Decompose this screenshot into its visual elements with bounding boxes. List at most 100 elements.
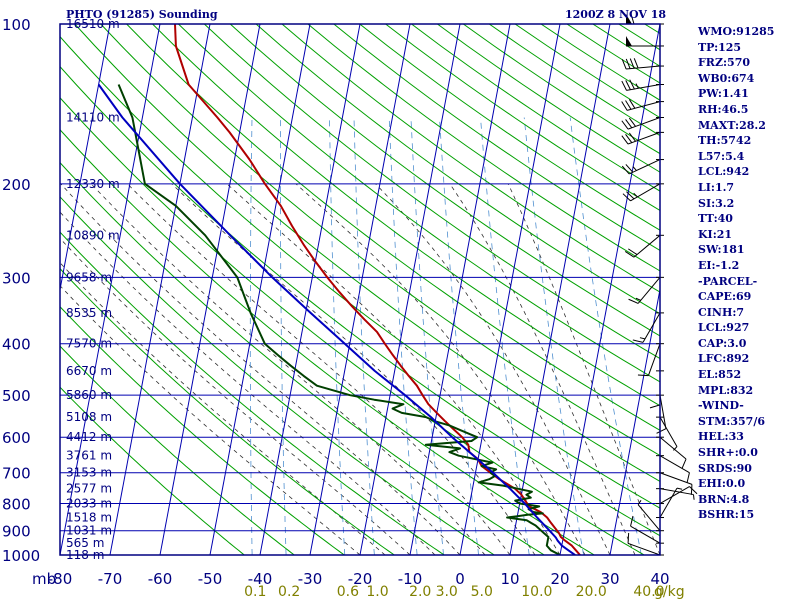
wind-barb-flag bbox=[689, 486, 698, 495]
stability-index: LI:1.7 bbox=[698, 180, 735, 194]
stability-index: EI:-1.2 bbox=[698, 258, 740, 272]
dry-adiabat-line bbox=[281, 24, 660, 293]
temperature-tick-label: -30 bbox=[298, 570, 323, 588]
stability-index: STM:357/6 bbox=[698, 414, 765, 428]
wind-barb-flag bbox=[629, 79, 635, 90]
isobars bbox=[60, 24, 660, 555]
moist-adiabat-line bbox=[226, 183, 561, 555]
mixing-ratio-tick-label: 1.0 bbox=[366, 584, 388, 600]
wind-barb bbox=[659, 455, 690, 474]
wind-barb bbox=[627, 542, 661, 556]
dry-adiabat-line bbox=[60, 305, 345, 555]
height-label: 2033 m bbox=[66, 497, 112, 511]
wind-barb-flag bbox=[686, 472, 690, 483]
stability-index: SI:3.2 bbox=[698, 196, 735, 210]
wind-barb bbox=[659, 395, 667, 429]
stability-index: HEL:33 bbox=[698, 430, 744, 444]
stability-index: SHR+:0.0 bbox=[698, 446, 758, 460]
isotherm-line bbox=[209, 24, 311, 555]
wind-barb-flag bbox=[627, 532, 630, 544]
wind-barb-flag bbox=[690, 484, 693, 495]
mixing-ratio-tick-label: 20.0 bbox=[576, 584, 607, 600]
wind-barb bbox=[626, 84, 661, 91]
wind-barb-flag bbox=[622, 193, 631, 202]
temperature-tick-label: -10 bbox=[398, 570, 423, 588]
wind-barb bbox=[627, 117, 661, 130]
dry-adiabat-line bbox=[152, 24, 660, 407]
wind-barb-flag bbox=[628, 117, 636, 127]
temperature-tick-label: -20 bbox=[348, 570, 373, 588]
wind-barb-flag bbox=[649, 404, 661, 409]
mixing-ratio-tick-label: 10.0 bbox=[521, 584, 552, 600]
temperature-labels: mb-80 -70 -60 -50 -40 -30 -20 -10 0 10 20 30 40 bbox=[32, 570, 670, 588]
wind-barb-flag bbox=[625, 164, 634, 173]
sounding-datetime: 1200Z 8 NOV 18 bbox=[565, 8, 667, 21]
mixing-ratio-tick-label: 2.0 bbox=[409, 584, 431, 600]
stability-index: BRN:4.8 bbox=[698, 492, 750, 506]
stability-index: LCL:942 bbox=[698, 165, 750, 179]
mixing-ratio-line bbox=[388, 117, 418, 555]
mixing-ratio-tick-label: 0.6 bbox=[337, 584, 359, 600]
wind-barb-flag bbox=[621, 165, 630, 175]
pressure-tick-label: 100 bbox=[2, 16, 31, 34]
wind-barb bbox=[659, 487, 678, 518]
stability-index: L57:5.4 bbox=[698, 149, 745, 163]
height-label: 4412 m bbox=[66, 430, 112, 444]
wind-barb bbox=[626, 65, 661, 70]
stability-index: SW:181 bbox=[698, 243, 745, 257]
wind-barb-flag bbox=[625, 100, 632, 110]
height-label: 9658 m bbox=[66, 270, 112, 284]
wind-barb-flag bbox=[621, 101, 628, 111]
temperature-tick-label: -80 bbox=[48, 570, 73, 588]
dry-adiabat-line bbox=[60, 386, 245, 555]
dry-adiabat-line bbox=[60, 231, 445, 555]
height-label: 565 m bbox=[66, 536, 104, 550]
wind-barb bbox=[659, 416, 678, 447]
wind-barb bbox=[637, 504, 661, 532]
stability-index: TP:125 bbox=[698, 40, 742, 54]
pressure-tick-label: 900 bbox=[2, 523, 31, 541]
mixing-ratio-line bbox=[523, 117, 584, 555]
dry-adiabat-line bbox=[60, 161, 545, 555]
wind-barb bbox=[630, 183, 661, 202]
dry-adiabat-line bbox=[203, 24, 660, 360]
dry-adiabat-line bbox=[100, 24, 660, 457]
isotherm-line bbox=[459, 24, 561, 555]
dry-adiabat-line bbox=[60, 35, 660, 509]
wind-barb-half bbox=[673, 446, 678, 451]
height-label: 8535 m bbox=[66, 306, 112, 320]
isotherm-line bbox=[359, 24, 461, 555]
wind-barb-flag bbox=[629, 58, 635, 69]
stability-index: -WIND- bbox=[698, 399, 744, 413]
height-label: 2577 m bbox=[66, 482, 112, 496]
dry-adiabat-line bbox=[126, 24, 660, 431]
height-label: 1518 m bbox=[66, 511, 112, 525]
wind-barb-flag bbox=[626, 191, 635, 200]
dry-adiabat-line bbox=[60, 267, 395, 555]
dry-adiabat-line bbox=[255, 24, 660, 315]
temperature-tick-label: -50 bbox=[198, 570, 223, 588]
dry-adiabats bbox=[60, 24, 660, 555]
stability-index: LCL:927 bbox=[698, 321, 750, 335]
wind-barb-flag bbox=[621, 59, 627, 70]
height-label: 14110 m bbox=[66, 111, 120, 125]
dry-adiabat-line bbox=[333, 24, 660, 251]
temperature-tick-label: 40 bbox=[650, 570, 669, 588]
dry-adiabat-line bbox=[60, 128, 595, 555]
wind-barb-flag bbox=[633, 58, 639, 69]
wind-barb-flag bbox=[625, 80, 631, 90]
stability-index: BSHR:15 bbox=[698, 508, 755, 522]
height-label: 1031 m bbox=[66, 524, 112, 538]
temperature-tick-label: 20 bbox=[550, 570, 569, 588]
isotherm-line bbox=[609, 286, 660, 555]
stability-index: TH:5742 bbox=[698, 134, 752, 148]
moist-adiabat-line bbox=[60, 285, 361, 555]
isotherm-line bbox=[60, 24, 111, 293]
wind-barb-flag bbox=[621, 120, 629, 130]
mixing-ratio-tick-label: 0.1 bbox=[244, 584, 266, 600]
wind-barb bbox=[647, 343, 661, 376]
wind-barb-flag bbox=[630, 515, 634, 527]
mixing-ratio-tick-label: 5.0 bbox=[471, 584, 493, 600]
pressure-tick-label: 500 bbox=[2, 387, 31, 405]
